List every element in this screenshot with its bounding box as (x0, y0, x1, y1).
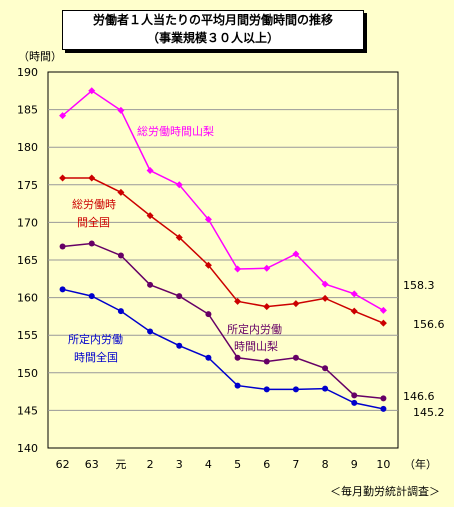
x-tick-label: 5 (234, 458, 241, 471)
y-tick-label: 155 (17, 329, 38, 342)
data-point-national-scheduled (147, 328, 154, 335)
x-tick-label: 10 (376, 458, 390, 471)
data-point-yamanashi-total (263, 264, 271, 272)
data-point-yamanashi-total (350, 290, 358, 298)
x-tick-label: 2 (147, 458, 154, 471)
data-point-yamanashi-scheduled (263, 358, 270, 365)
end-value-label-yamanashi-total: 158.3 (403, 279, 435, 292)
series-line-national-total (62, 177, 384, 324)
y-tick-label: 165 (17, 254, 38, 267)
data-point-yamanashi-scheduled (147, 281, 154, 288)
data-point-yamanashi-scheduled (322, 365, 329, 372)
data-point-yamanashi-scheduled (88, 240, 95, 247)
x-tick-label: 8 (322, 458, 329, 471)
data-point-national-scheduled (59, 286, 66, 293)
x-tick-label: 6 (263, 458, 270, 471)
data-point-national-scheduled (380, 405, 387, 412)
series-line-yamanashi-total (62, 89, 384, 312)
data-point-national-total (379, 319, 387, 327)
x-axis-unit-label: （年） (404, 458, 437, 471)
data-point-national-total (321, 294, 329, 302)
y-tick-label: 170 (17, 216, 38, 229)
series-annotation-yamanashi-total: 総労働時間山梨 (137, 124, 214, 138)
data-point-yamanashi-total (146, 167, 154, 175)
data-point-national-total (292, 300, 300, 308)
data-point-yamanashi-total (117, 106, 125, 114)
data-point-yamanashi-total (234, 265, 242, 273)
data-point-national-total (263, 303, 271, 311)
data-point-yamanashi-scheduled (234, 354, 241, 361)
end-value-label-national-scheduled: 145.2 (413, 406, 445, 419)
source-note: ＜毎月勤労統計調査＞ (330, 485, 440, 498)
data-point-national-scheduled (176, 342, 183, 349)
y-tick-label: 180 (17, 141, 38, 154)
end-value-label-yamanashi-scheduled: 146.6 (403, 390, 435, 403)
x-tick-label: 3 (176, 458, 183, 471)
data-point-national-total (350, 307, 358, 315)
data-point-national-scheduled (88, 293, 95, 300)
series-annotation-national-total: 総労働時 (72, 197, 116, 211)
y-tick-label: 150 (17, 367, 38, 380)
data-point-yamanashi-scheduled (380, 395, 387, 402)
data-point-national-scheduled (322, 385, 329, 392)
data-point-yamanashi-scheduled (292, 354, 299, 361)
x-tick-label: 9 (351, 458, 358, 471)
data-point-yamanashi-scheduled (117, 252, 124, 259)
data-point-national-scheduled (263, 386, 270, 393)
data-point-national-total (175, 233, 183, 241)
data-point-national-total (234, 297, 242, 305)
data-point-yamanashi-scheduled (176, 293, 183, 300)
data-point-national-total (146, 212, 154, 220)
data-point-national-scheduled (205, 354, 212, 361)
series-line-national-scheduled (62, 288, 384, 410)
data-point-national-scheduled (351, 399, 358, 406)
data-point-yamanashi-scheduled (59, 243, 66, 250)
data-point-yamanashi-total (204, 215, 212, 223)
x-tick-label: 4 (205, 458, 212, 471)
series-annotation-national-scheduled: 時間全国 (74, 350, 118, 364)
data-point-national-total (117, 188, 125, 196)
y-axis-unit-label: （時間） (18, 50, 62, 63)
data-point-national-scheduled (117, 308, 124, 315)
data-point-yamanashi-total (88, 87, 96, 95)
y-tick-label: 175 (17, 179, 38, 192)
data-point-national-total (204, 261, 212, 269)
y-tick-label: 145 (17, 404, 38, 417)
series-annotation-national-scheduled: 所定内労働 (68, 332, 123, 346)
chart-title-box: 労働者１人当たりの平均月間労働時間の推移 （事業規模３０人以上） (62, 10, 364, 50)
data-point-national-scheduled (234, 382, 241, 389)
x-tick-label: 元 (115, 458, 126, 471)
data-point-yamanashi-total (175, 181, 183, 189)
series-annotation-national-total: 間全国 (77, 215, 110, 229)
x-tick-label: 63 (85, 458, 99, 471)
series-annotation-yamanashi-scheduled: 時間山梨 (234, 339, 278, 353)
data-point-national-total (88, 174, 96, 182)
end-value-label-national-total: 156.6 (413, 318, 445, 331)
data-point-yamanashi-total (379, 306, 387, 314)
chart-title-line2: （事業規模３０人以上） (146, 31, 279, 45)
data-point-yamanashi-scheduled (351, 392, 358, 399)
y-tick-label: 140 (17, 442, 38, 455)
series-line-yamanashi-scheduled (62, 242, 384, 400)
data-point-yamanashi-scheduled (205, 311, 212, 318)
data-point-yamanashi-total (292, 250, 300, 258)
data-point-national-total (59, 174, 67, 182)
y-tick-label: 185 (17, 104, 38, 117)
data-point-national-scheduled (292, 386, 299, 393)
y-tick-label: 190 (17, 66, 38, 79)
data-point-yamanashi-total (59, 112, 67, 120)
y-tick-label: 160 (17, 292, 38, 305)
x-tick-label: 62 (56, 458, 70, 471)
x-tick-label: 7 (292, 458, 299, 471)
data-point-yamanashi-total (321, 280, 329, 288)
chart-title-line1: 労働者１人当たりの平均月間労働時間の推移 (92, 13, 333, 27)
series-annotation-yamanashi-scheduled: 所定内労働 (227, 322, 282, 336)
